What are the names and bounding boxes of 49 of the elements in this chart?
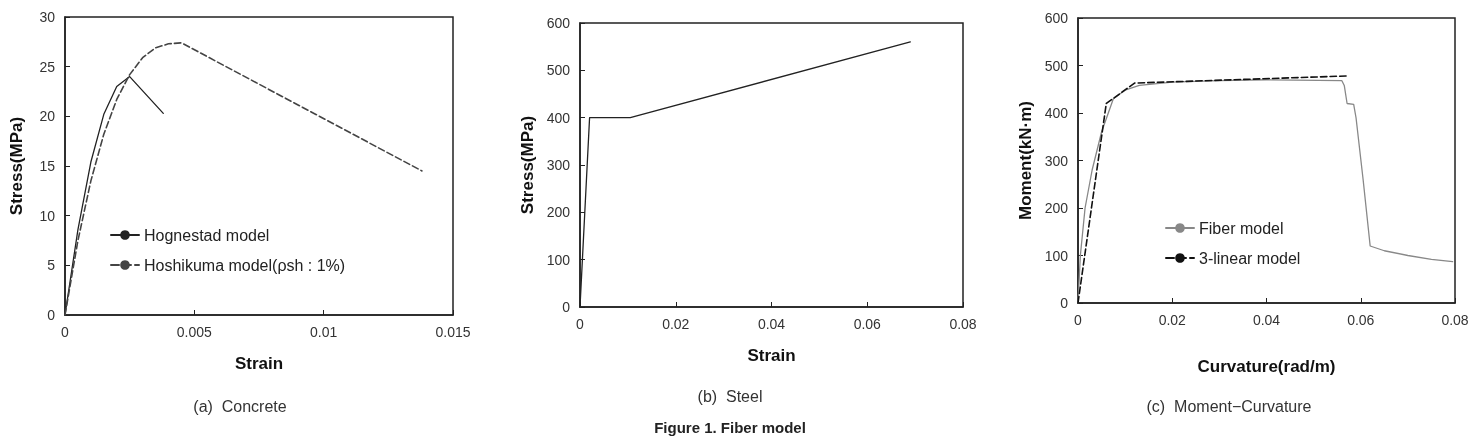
y-tick-label: 100 — [546, 251, 571, 268]
y-tick-label: 200 — [1044, 200, 1069, 216]
x-tick-label: 0.06 — [853, 316, 882, 332]
y-tick-label: 30 — [39, 9, 56, 25]
x-tick-label: 0.015 — [435, 324, 471, 340]
x-tick-label: 0.08 — [949, 316, 977, 332]
x-tick-label: 0.04 — [757, 316, 786, 332]
y-tick-label: 15 — [39, 158, 56, 174]
legend-label: Hognestad model — [144, 226, 270, 244]
y-tick-label: 25 — [39, 58, 56, 75]
x-tick-label: 0 — [1074, 312, 1083, 328]
legend-label: Hoshikuma model(ρsh : 1%) — [144, 256, 346, 274]
y-axis-title: Stress(MPa) — [7, 116, 26, 216]
text: (a) Concrete — [193, 397, 287, 415]
y-tick-label: 20 — [39, 108, 56, 125]
y-tick-label: 500 — [1044, 57, 1069, 74]
y-tick-label: 200 — [546, 204, 571, 221]
x-tick-label: 0.02 — [662, 316, 690, 332]
y-tick-label: 0 — [1060, 295, 1069, 311]
x-tick-label: 0.04 — [1252, 312, 1281, 328]
y-tick-label: 400 — [546, 109, 571, 126]
x-tick-label: 0.08 — [1441, 312, 1469, 328]
x-tick-label: 0.01 — [310, 324, 338, 340]
x-axis-title: Strain — [234, 354, 284, 373]
y-axis-title: Moment(kN·m) — [1015, 101, 1035, 220]
x-tick-label: 0.06 — [1347, 312, 1375, 328]
y-tick-label: 600 — [546, 15, 571, 31]
y-tick-label: 10 — [39, 207, 56, 224]
x-tick-label: 0 — [61, 324, 70, 340]
x-tick-label: 0 — [576, 316, 585, 332]
y-tick-label: 100 — [1044, 247, 1069, 264]
x-axis-title: Strain — [747, 346, 796, 365]
legend-label: Fiber model — [1199, 219, 1284, 237]
caption: Figure 1. Fiber model — [654, 419, 806, 436]
y-tick-label: 5 — [47, 257, 56, 274]
text: (c) Moment−Curvature — [1146, 397, 1312, 415]
y-tick-label: 300 — [1044, 152, 1069, 169]
x-axis-title: Curvature(rad/m) — [1197, 357, 1336, 376]
y-tick-label: 600 — [1044, 10, 1069, 26]
x-tick-label: 0.02 — [1158, 312, 1187, 328]
y-tick-label: 500 — [546, 62, 571, 79]
y-axis-title: Stress(MPa) — [517, 115, 537, 215]
x-tick-label: 0.005 — [176, 324, 213, 340]
y-tick-label: 300 — [546, 157, 571, 173]
legend-label: 3-linear model — [1199, 249, 1301, 267]
y-tick-label: 400 — [1044, 105, 1069, 121]
text: (b) Steel — [697, 387, 763, 405]
line-series — [1077, 75, 1348, 304]
y-tick-label: 0 — [562, 299, 571, 315]
